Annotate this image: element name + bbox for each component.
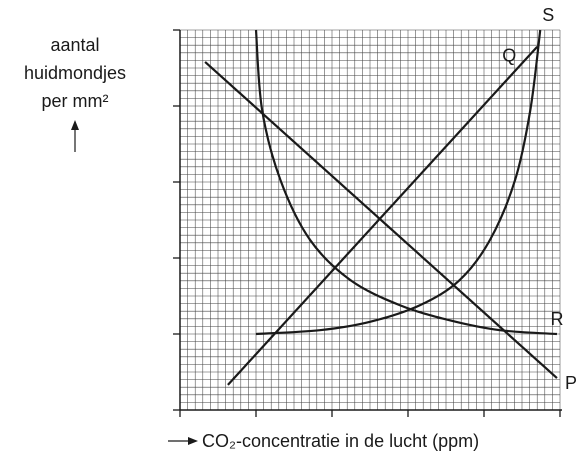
y-axis-label: huidmondjes (24, 63, 126, 83)
curve (227, 45, 539, 386)
curve-label: S (542, 5, 554, 25)
x-arrow (168, 437, 198, 445)
curve-label: P (565, 373, 577, 393)
y-axis-label: aantal (50, 35, 99, 55)
curve-label: R (550, 309, 563, 329)
x-axis-label: CO₂-concentratie in de lucht (ppm) (202, 431, 479, 451)
y-arrow (71, 120, 79, 152)
curve (254, 29, 558, 336)
curve-label: Q (502, 45, 516, 65)
y-axis-label: per mm² (42, 91, 109, 111)
curve (255, 29, 542, 336)
